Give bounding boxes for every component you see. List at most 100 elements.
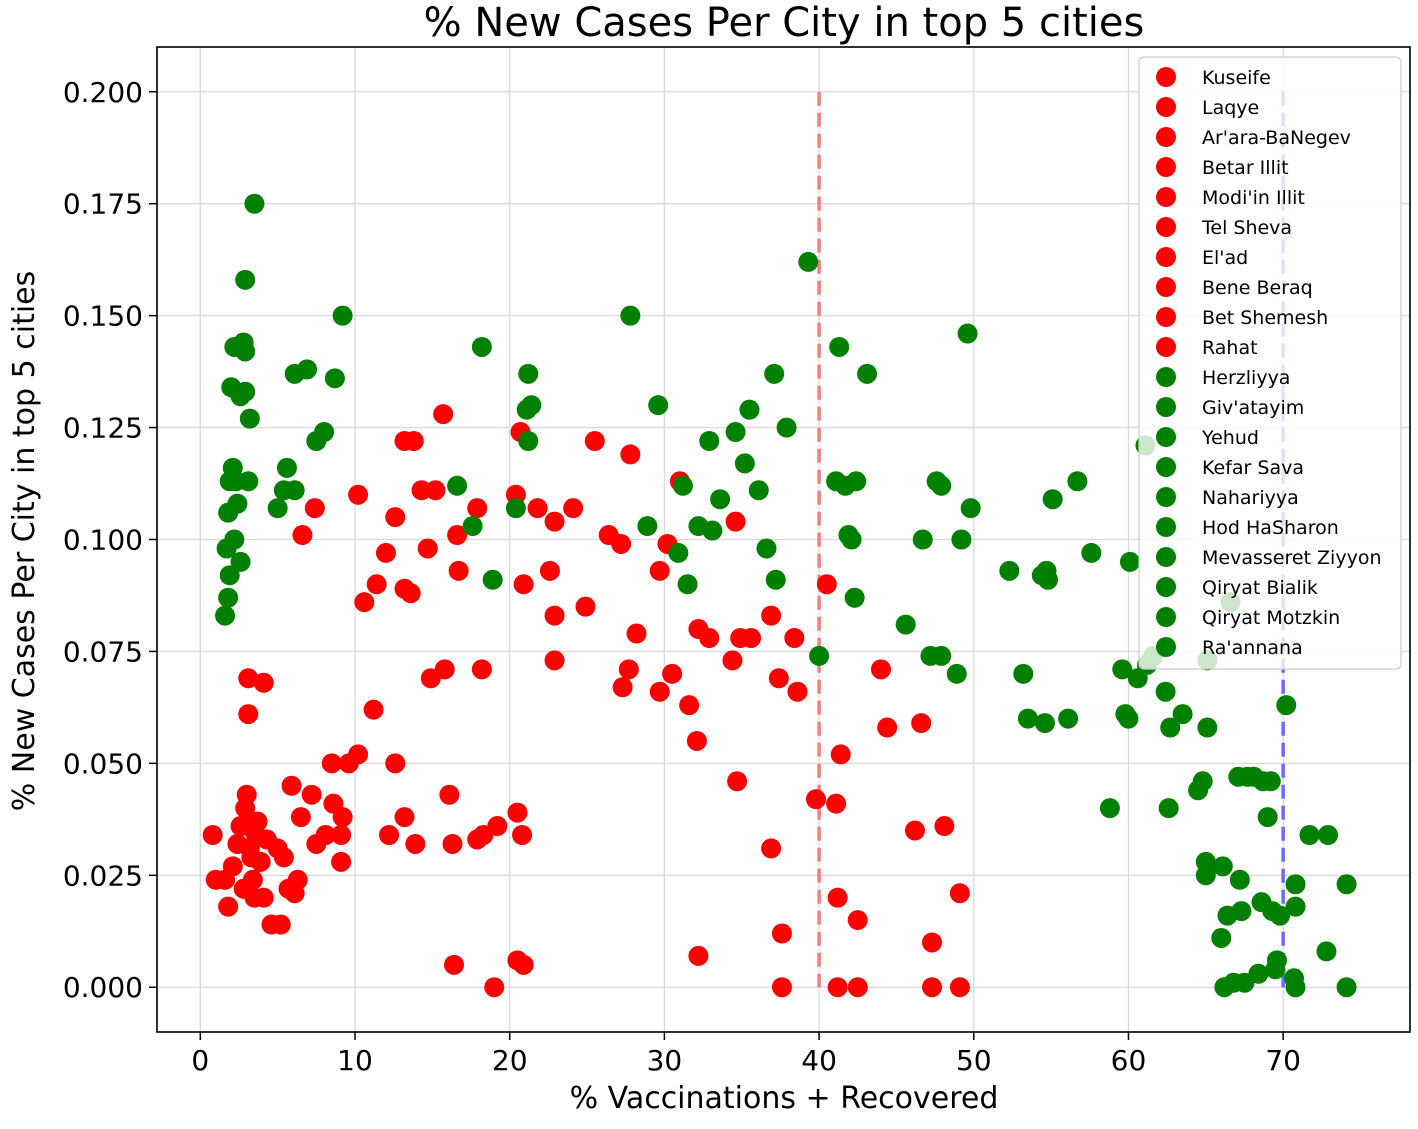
data-point [829, 336, 850, 357]
data-point [672, 475, 693, 496]
data-point [1192, 771, 1213, 792]
data-point [931, 645, 952, 666]
data-point [1266, 950, 1287, 971]
data-point [911, 713, 932, 734]
legend-marker [1156, 517, 1176, 537]
legend-marker [1156, 607, 1176, 627]
data-point [484, 977, 505, 998]
legend-label: Giv'atayim [1202, 397, 1304, 419]
data-point [314, 422, 335, 443]
data-point [957, 323, 978, 344]
data-point [348, 484, 369, 505]
data-point [471, 336, 492, 357]
data-point [827, 887, 848, 908]
data-point [238, 704, 259, 725]
data-point [518, 431, 539, 451]
data-point [242, 869, 263, 890]
data-point [618, 659, 639, 680]
y-tick-label: 0.175 [63, 188, 143, 221]
legend-label: Bene Beraq [1202, 277, 1313, 299]
data-point [734, 453, 755, 474]
data-point [725, 422, 746, 443]
y-tick-label: 0.000 [63, 971, 143, 1004]
data-point [236, 784, 257, 805]
data-point [218, 502, 239, 523]
y-tick-label: 0.150 [63, 300, 143, 333]
legend-marker [1156, 217, 1176, 237]
data-point [1195, 865, 1216, 886]
x-tick-label: 30 [647, 1044, 683, 1077]
data-point [281, 775, 302, 796]
data-point [276, 457, 297, 478]
data-point [1112, 659, 1133, 680]
data-point [699, 628, 720, 648]
data-point [798, 251, 819, 272]
data-point [505, 498, 526, 519]
data-point [403, 431, 424, 451]
data-point [1042, 489, 1063, 510]
data-point [218, 587, 239, 608]
data-point [1155, 681, 1176, 702]
data-point [1276, 695, 1297, 716]
legend-marker [1156, 337, 1176, 357]
data-point [354, 592, 375, 613]
data-point [238, 471, 259, 492]
legend-marker [1156, 127, 1176, 147]
data-point [385, 507, 406, 528]
legend-label: Tel Sheva [1201, 217, 1292, 239]
data-point [215, 605, 236, 626]
data-point [507, 802, 528, 823]
data-point [677, 574, 698, 595]
data-point [787, 681, 808, 702]
data-point [304, 498, 325, 519]
data-point [222, 856, 243, 877]
x-tick-label: 10 [337, 1044, 373, 1077]
data-point [230, 551, 251, 572]
data-point [216, 538, 237, 559]
data-point [433, 404, 454, 425]
data-point [462, 516, 483, 537]
data-point [662, 663, 683, 684]
x-axis-ticks: 0 10 20 30 40 50 60 70 [191, 1032, 1301, 1077]
data-point [247, 811, 268, 832]
data-point [527, 498, 548, 519]
data-point [1081, 542, 1102, 563]
data-point [321, 753, 342, 774]
data-point [331, 851, 352, 872]
data-point [931, 475, 952, 496]
data-point [946, 663, 967, 684]
data-point [235, 341, 256, 362]
data-point [784, 628, 805, 648]
data-point [649, 681, 670, 702]
legend-label: Ra'annana [1202, 637, 1303, 659]
data-point [324, 368, 345, 389]
legend-label: Ar'ara-BaNegev [1202, 127, 1351, 149]
data-point [1270, 905, 1291, 926]
y-tick-label: 0.025 [63, 859, 143, 892]
data-point [722, 650, 743, 671]
data-point [375, 542, 396, 563]
data-point [768, 668, 789, 689]
data-point [284, 480, 305, 501]
data-point [1211, 927, 1232, 948]
data-point [612, 677, 633, 698]
legend-marker [1156, 367, 1176, 387]
data-point [756, 538, 777, 559]
data-point [1260, 771, 1281, 792]
data-point [267, 498, 288, 519]
data-point [827, 977, 848, 998]
data-point [679, 695, 700, 716]
data-point [447, 475, 468, 496]
legend-label: Rahat [1202, 337, 1258, 359]
legend-marker [1156, 157, 1176, 177]
legend-label: Kefar Sava [1202, 457, 1304, 479]
data-point [912, 529, 933, 550]
data-point [846, 471, 867, 492]
data-point [739, 399, 760, 420]
x-tick-label: 0 [191, 1044, 209, 1077]
data-point [699, 431, 720, 451]
data-point [710, 489, 731, 510]
data-point [816, 574, 837, 595]
